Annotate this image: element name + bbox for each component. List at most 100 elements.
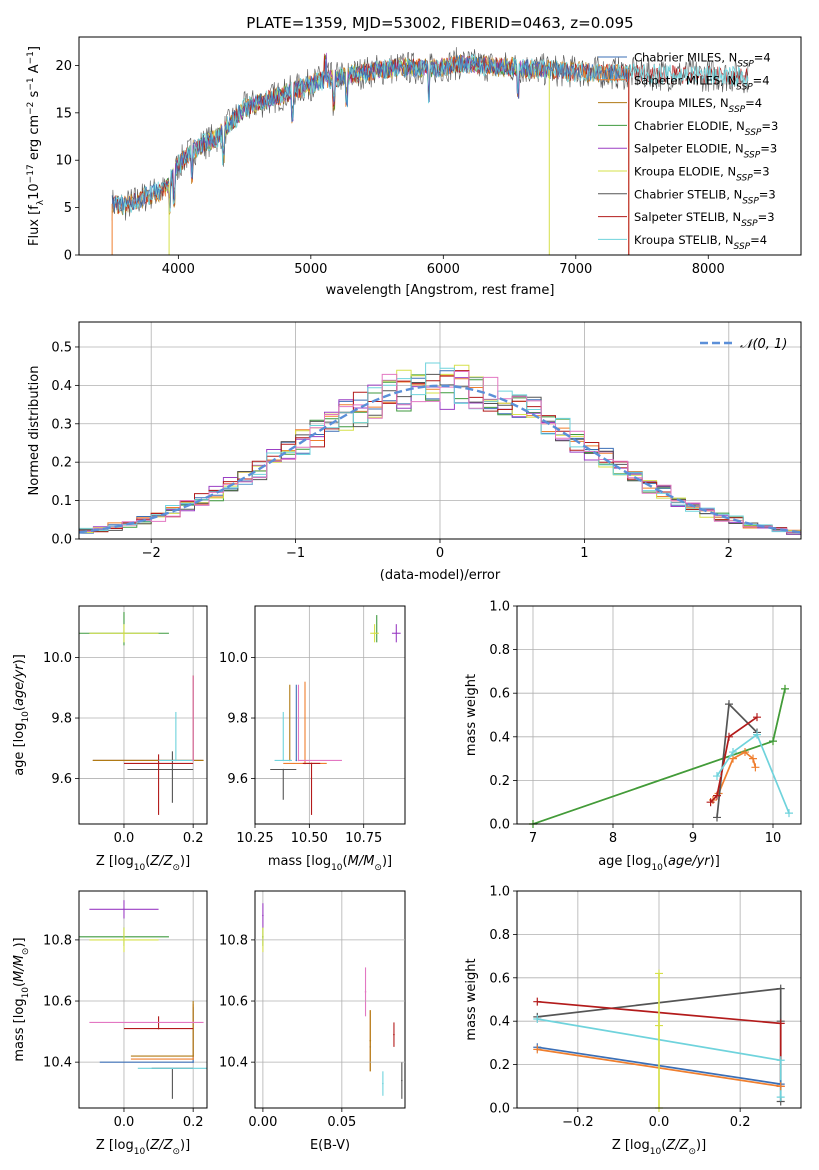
legend-label: Salpeter MILES, NSSP=4	[634, 73, 770, 92]
label-part: age/yr	[668, 854, 711, 869]
axes-frame	[254, 890, 406, 1109]
y-tick-label: 9.8	[51, 712, 72, 727]
label-part: s	[27, 90, 42, 101]
label-part: Z/Z	[665, 1138, 689, 1153]
mass-vs-metallicity-panel: 0.0 0.210.410.610.8Z [log10(Z/Z⊙)]mass [l…	[12, 890, 208, 1157]
label-part: age [log	[598, 854, 651, 869]
data-marker	[741, 748, 749, 757]
data-marker	[776, 1019, 785, 1028]
label-part: Flux [f	[27, 205, 42, 246]
x-tick-label: −0.2	[562, 1115, 594, 1130]
label-part: ⊙	[21, 948, 31, 956]
spectrum-line-chabrier-miles	[111, 55, 629, 212]
legend-label: Kroupa STELIB, NSSP=4	[634, 233, 767, 252]
y-axis-label: mass weight	[464, 674, 479, 756]
label-part: =4	[754, 51, 771, 65]
x-axis-label: mass [log10(M/M⊙)]	[268, 854, 392, 873]
data-point	[310, 762, 313, 765]
legend-label: Chabrier STELIB, NSSP=3	[634, 187, 776, 206]
data-point	[393, 1033, 395, 1036]
label-part: (	[661, 1138, 666, 1153]
x-axis-label: wavelength [Angstrom, rest frame]	[326, 283, 555, 298]
series-line-kroupa-stelib	[716, 733, 790, 814]
data-point	[171, 1067, 174, 1070]
data-point	[192, 1058, 194, 1060]
label-part: Z [log	[96, 1138, 134, 1153]
label-part: age/yr	[12, 663, 27, 706]
y-tick-label: 0.0	[489, 818, 510, 833]
x-tick-label: 2	[725, 546, 733, 561]
x-tick-label: 8	[609, 831, 617, 846]
label-part: (	[12, 706, 27, 711]
x-tick-label: 8000	[692, 262, 725, 277]
data-point	[295, 759, 298, 762]
data-marker	[776, 1082, 785, 1091]
x-tick-label: 7	[529, 831, 537, 846]
data-marker	[713, 813, 721, 822]
label-part: (	[12, 982, 27, 987]
data-marker	[749, 754, 757, 763]
label-part: 10	[331, 863, 343, 873]
data-marker	[725, 700, 733, 709]
x-tick-label: 4000	[162, 262, 195, 277]
y-tick-label: 0.5	[51, 340, 72, 355]
y-tick-label: 15	[55, 106, 72, 121]
y-axis-label: Normed distribution	[27, 366, 42, 496]
label-part: ⊙	[172, 863, 180, 873]
label-part: )]	[180, 854, 190, 869]
label-part: =4	[753, 73, 770, 87]
label-part: )]	[12, 937, 27, 947]
y-tick-label: 9.6	[227, 772, 248, 787]
x-axis-label: E(B-V)	[310, 1138, 350, 1153]
data-marker	[753, 730, 761, 739]
legend-label: Kroupa MILES, NSSP=4	[634, 96, 762, 115]
legend-label: Chabrier ELODIE, NSSP=3	[634, 119, 778, 138]
label-part: −17	[26, 164, 36, 183]
label-part: age [log	[12, 723, 27, 776]
massweight-vs-metallicity-panel: −0.2 0.0 0.2 0.0 0.2 0.4 0.6 0.8 1.0 Z [log10(Z/Z…	[464, 885, 802, 1157]
label-part: =3	[758, 210, 775, 224]
y-tick-label: 0.0	[489, 1102, 510, 1117]
label-part: SSP	[734, 242, 751, 252]
label-part: Kroupa STELIB, N	[634, 233, 734, 247]
legend-label: Kroupa ELODIE, NSSP=3	[634, 165, 770, 184]
data-point	[401, 1079, 403, 1082]
label-part: −2	[26, 102, 36, 115]
label-part: Salpeter MILES, N	[634, 73, 736, 87]
x-tick-label: −1	[286, 546, 305, 561]
label-part: (	[145, 1138, 150, 1153]
y-axis-label: age [log10(age/yr)]	[12, 654, 31, 776]
data-point	[157, 762, 160, 765]
label-part: ⊙	[374, 863, 382, 873]
label-part: SSP	[736, 174, 753, 184]
data-marker	[533, 1045, 542, 1054]
data-marker	[533, 1015, 542, 1024]
y-tick-label: 10.4	[43, 1056, 72, 1071]
label-part: SSP	[745, 128, 762, 138]
data-point	[395, 632, 398, 635]
label-part: =4	[745, 96, 762, 110]
label-part: SSP	[744, 151, 761, 161]
data-point	[171, 768, 174, 771]
label-part: =3	[753, 165, 770, 179]
label-part: )]	[382, 854, 392, 869]
label-part: 10	[134, 1147, 146, 1157]
y-tick-label: 0.4	[489, 730, 510, 745]
label-part: (	[663, 854, 668, 869]
data-point	[369, 1039, 372, 1042]
data-marker	[655, 1021, 663, 1030]
data-point	[123, 632, 125, 635]
legend-label: Salpeter ELODIE, NSSP=3	[634, 142, 777, 161]
y-tick-label: 0.6	[489, 971, 510, 986]
label-part: )]	[710, 854, 720, 869]
axes-frame	[254, 605, 406, 825]
x-tick-label: 7000	[559, 262, 592, 277]
label-part: E(B-V)	[310, 1138, 350, 1153]
age-vs-metallicity-panel: 0.0 0.29.69.810.0Z [log10(Z/Z⊙)]age [log1…	[12, 605, 208, 873]
x-tick-label: 0.0	[649, 1115, 670, 1130]
label-part: 10	[650, 1147, 662, 1157]
label-part: 10	[27, 183, 42, 200]
data-point	[123, 939, 125, 941]
